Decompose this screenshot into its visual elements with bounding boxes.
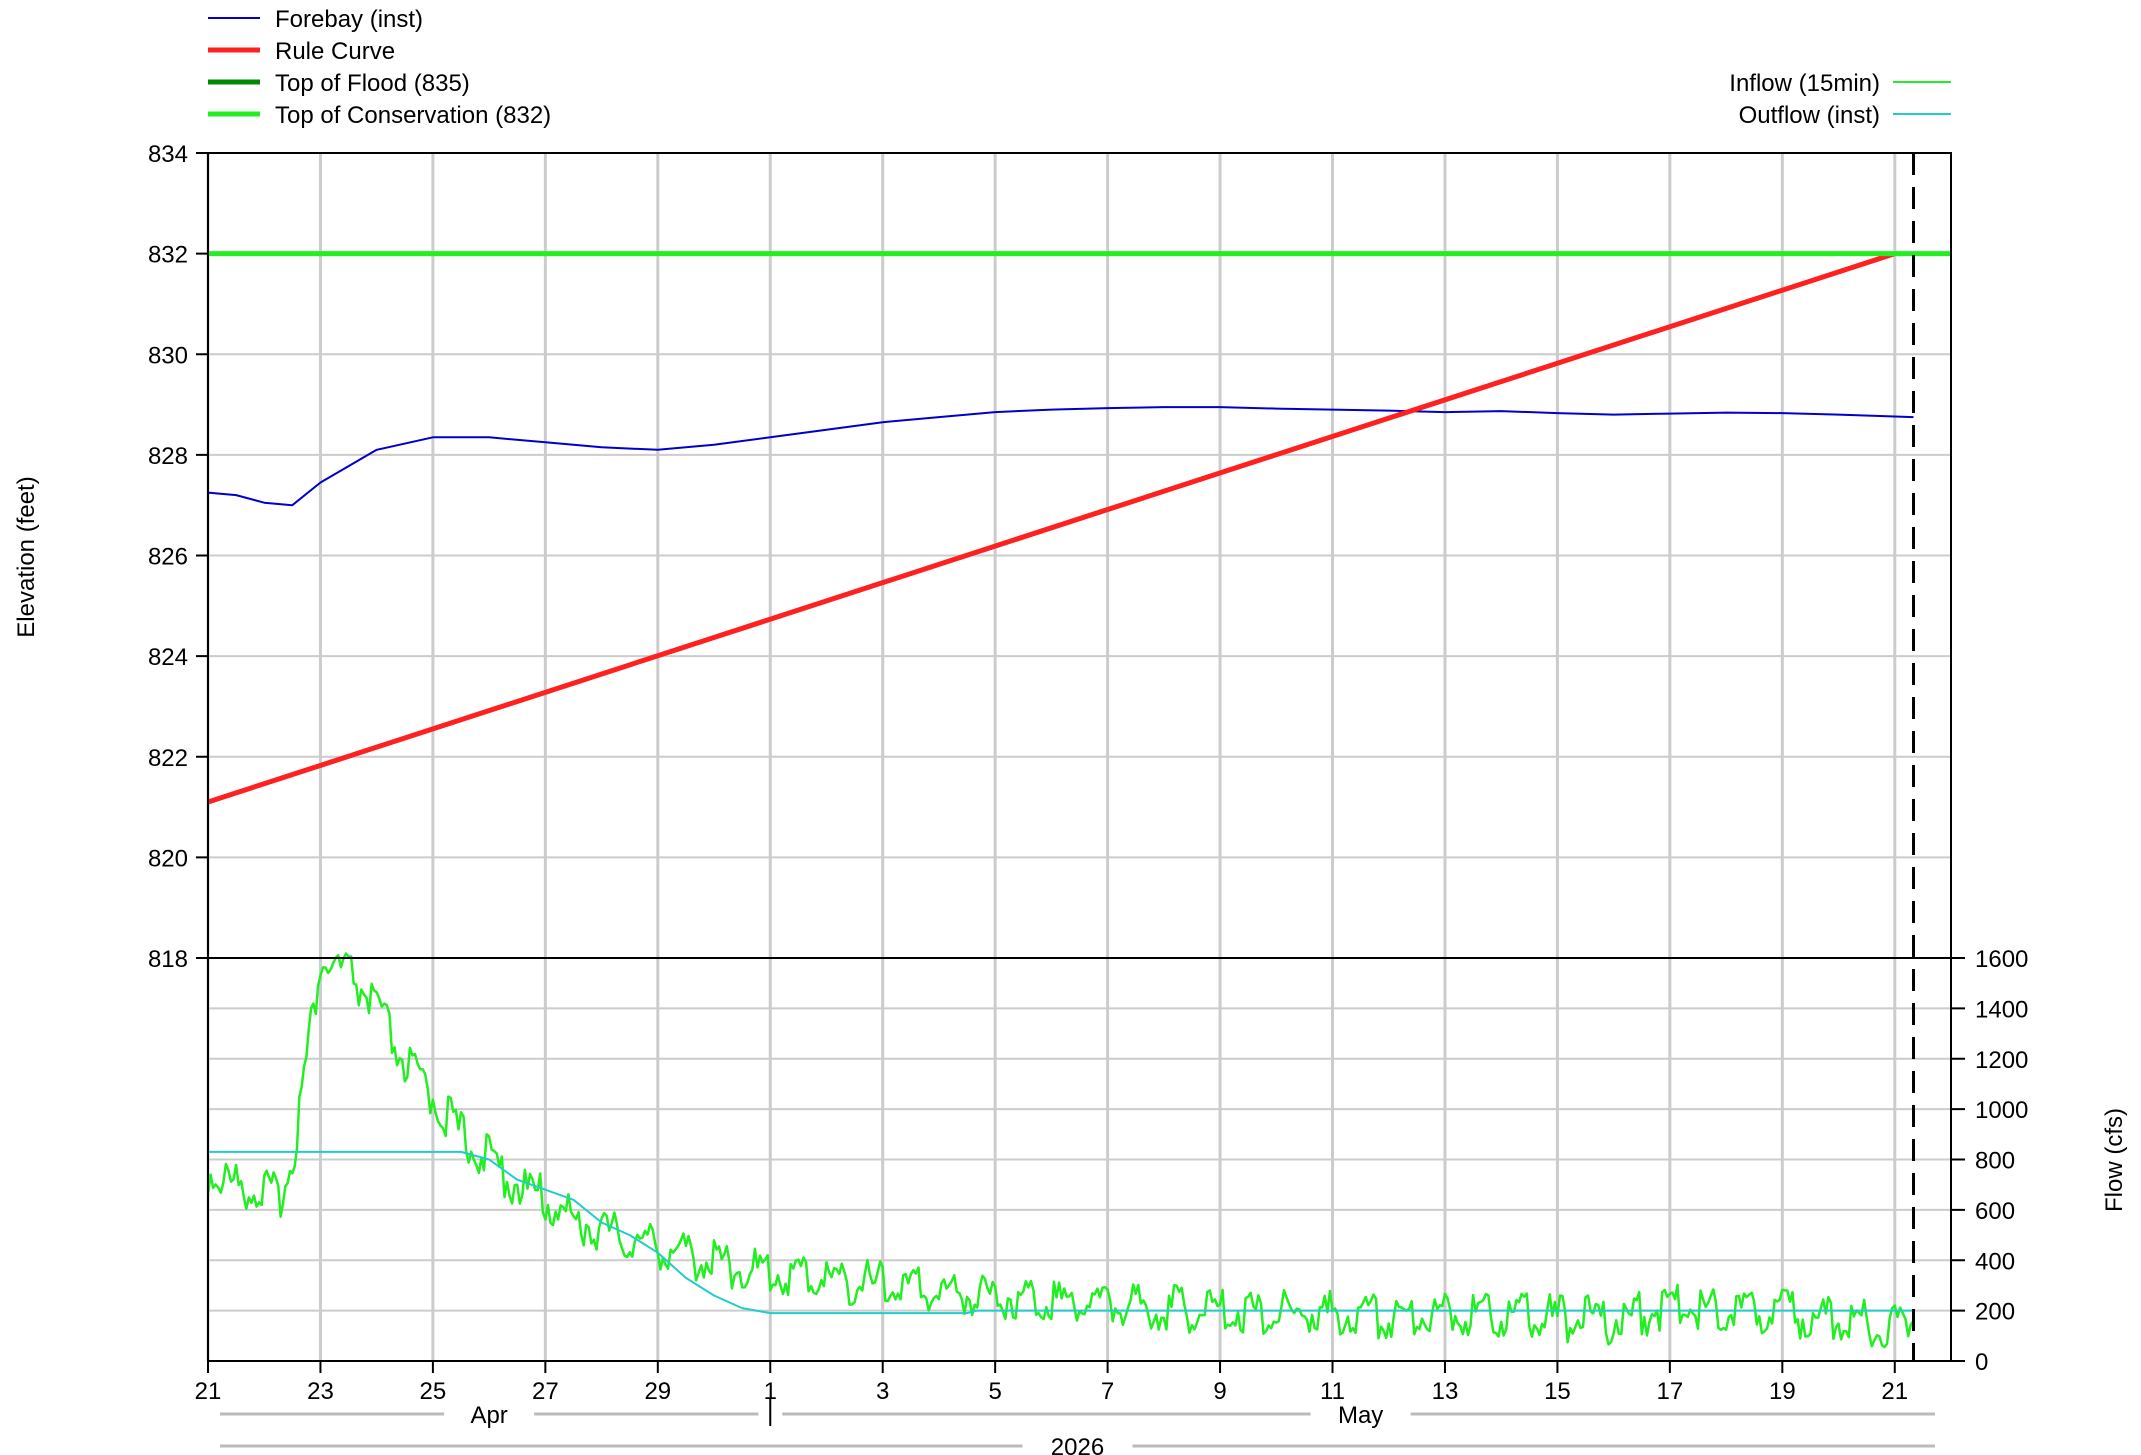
- elevation-tick-label: 830: [148, 342, 188, 369]
- date-tick-label: 25: [420, 1378, 447, 1405]
- date-tick-label: 23: [307, 1378, 334, 1405]
- date-tick-label: 17: [1657, 1378, 1684, 1405]
- elevation-tick-label: 818: [148, 946, 188, 973]
- legend-label-left-0: Forebay (inst): [275, 6, 423, 33]
- flow-axis-label: Flow (cfs): [2101, 1108, 2128, 1212]
- date-tick-label: 21: [1881, 1378, 1908, 1405]
- month-label-may: May: [1338, 1402, 1383, 1429]
- date-tick-label: 11: [1320, 1378, 1345, 1405]
- month-label-apr: Apr: [470, 1402, 507, 1429]
- date-tick-label: 1: [764, 1378, 777, 1405]
- grid: [206, 152, 1951, 1362]
- series-line-5: [208, 1150, 1914, 1315]
- elevation-tick-label: 832: [148, 242, 188, 269]
- flow-tick-label: 1000: [1975, 1097, 2028, 1124]
- date-tick-label: 15: [1544, 1378, 1571, 1405]
- date-tick-label: 13: [1432, 1378, 1459, 1405]
- date-tick-label: 5: [988, 1378, 1001, 1405]
- year-label: 2026: [1051, 1434, 1104, 1455]
- elevation-axis-label: Elevation (feet): [13, 476, 40, 637]
- date-tick-label: 19: [1769, 1378, 1796, 1405]
- legend-label-right-0: Inflow (15min): [1729, 70, 1880, 97]
- flow-tick-label: 800: [1975, 1148, 2015, 1175]
- legend-label-left-2: Top of Flood (835): [275, 70, 470, 97]
- date-tick-label: 3: [876, 1378, 889, 1405]
- elevation-tick-label: 824: [148, 644, 188, 671]
- flow-tick-label: 1600: [1975, 946, 2028, 973]
- flow-tick-label: 400: [1975, 1248, 2015, 1275]
- date-tick-label: 9: [1213, 1378, 1226, 1405]
- flow-tick-label: 600: [1975, 1198, 2015, 1225]
- series-line-1: [208, 251, 1896, 805]
- flow-tick-label: 200: [1975, 1299, 2015, 1326]
- elevation-tick-label: 828: [148, 443, 188, 470]
- elevation-tick-label: 826: [148, 544, 188, 571]
- date-tick-label: 21: [195, 1378, 222, 1405]
- flow-tick-label: 0: [1975, 1349, 1988, 1376]
- series-line-4: [208, 952, 1915, 1349]
- legend-label-right-1: Outflow (inst): [1739, 102, 1880, 129]
- legend-label-left-1: Rule Curve: [275, 38, 395, 65]
- elevation-tick-label: 834: [148, 141, 188, 168]
- legend: Forebay (inst) Rule Curve Top of Flood (83…: [208, 6, 1951, 129]
- series-line-0: [208, 406, 1914, 507]
- flow-tick-label: 1200: [1975, 1047, 2028, 1074]
- date-tick-label: 27: [532, 1378, 559, 1405]
- elevation-tick-label: 820: [148, 845, 188, 872]
- date-tick-label: 7: [1101, 1378, 1114, 1405]
- flow-tick-label: 1400: [1975, 996, 2028, 1023]
- elevation-tick-label: 822: [148, 745, 188, 772]
- legend-label-left-3: Top of Conservation (832): [275, 102, 551, 129]
- series-group: [208, 251, 1951, 1349]
- date-tick-label: 29: [644, 1378, 671, 1405]
